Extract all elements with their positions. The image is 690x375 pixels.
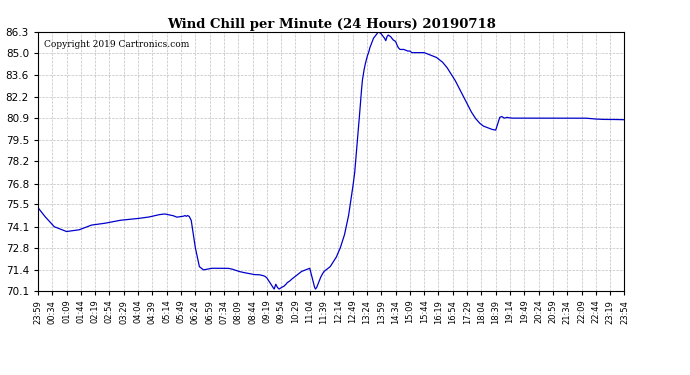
- Text: Copyright 2019 Cartronics.com: Copyright 2019 Cartronics.com: [44, 40, 189, 49]
- Title: Wind Chill per Minute (24 Hours) 20190718: Wind Chill per Minute (24 Hours) 2019071…: [167, 18, 495, 31]
